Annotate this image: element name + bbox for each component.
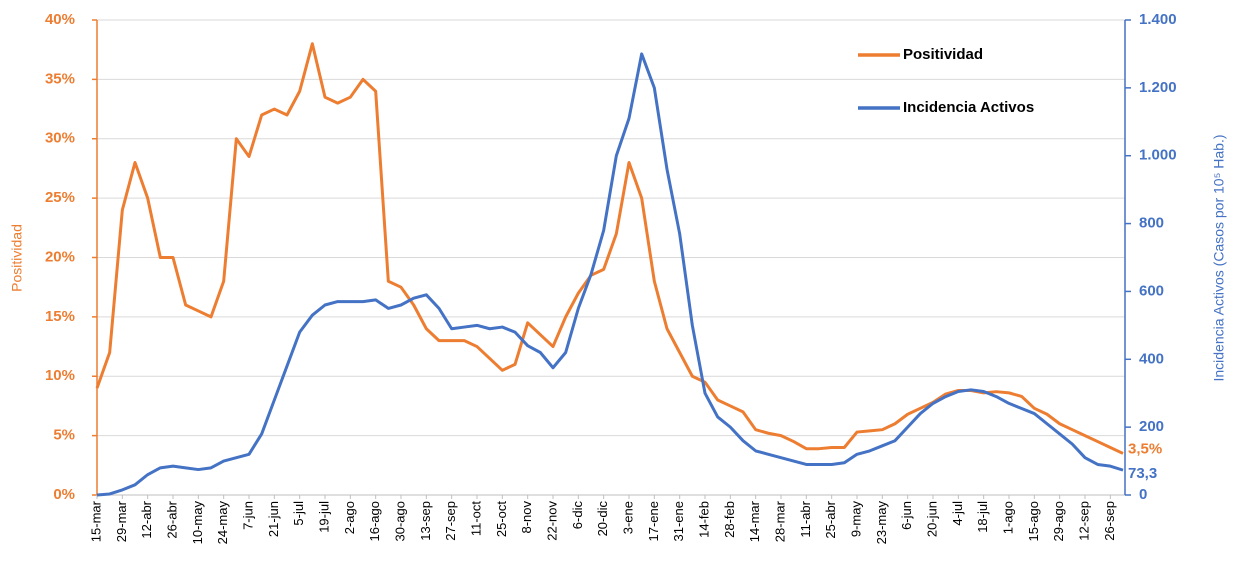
- y-tick-label: 35%: [45, 70, 75, 87]
- y-axis-title: Positividad: [9, 224, 25, 292]
- x-tick-label: 3-ene: [620, 501, 635, 534]
- y-tick-label: 30%: [45, 130, 75, 147]
- x-tick-label: 13-sep: [418, 501, 433, 541]
- x-tick-label: 23-may: [874, 501, 889, 545]
- y-tick-label: 0%: [53, 486, 75, 503]
- x-tick-label: 25-abr: [823, 500, 838, 538]
- x-tick-label: 6-jun: [899, 501, 914, 530]
- y-tick-label: 15%: [45, 308, 75, 325]
- x-tick-label: 25-oct: [494, 501, 509, 538]
- value-label: 73,3: [1128, 465, 1157, 482]
- x-tick-label: 14-mar: [747, 500, 762, 542]
- x-tick-label: 19-jul: [316, 501, 331, 533]
- x-tick-label: 12-sep: [1076, 501, 1091, 541]
- x-tick-label: 11-abr: [798, 500, 813, 537]
- y2-tick-label: 1.400: [1139, 11, 1177, 28]
- y2-tick-label: 800: [1139, 215, 1164, 232]
- x-tick-label: 2-ago: [342, 501, 357, 534]
- x-tick-label: 8-nov: [519, 501, 534, 534]
- x-tick-label: 10-may: [190, 501, 205, 545]
- x-tick-label: 29-mar: [114, 500, 129, 542]
- x-tick-label: 1-ago: [1000, 501, 1015, 534]
- y2-tick-label: 600: [1139, 282, 1164, 299]
- y-tick-label: 10%: [45, 367, 75, 384]
- x-tick-label: 22-nov: [544, 501, 559, 541]
- y2-tick-label: 1.000: [1139, 147, 1177, 164]
- y2-tick-label: 400: [1139, 350, 1164, 367]
- legend-label: Positividad: [903, 46, 983, 63]
- y2-tick-label: 1.200: [1139, 79, 1177, 96]
- y-tick-label: 20%: [45, 248, 75, 265]
- x-tick-label: 15-mar: [88, 500, 103, 542]
- x-tick-label: 28-mar: [772, 500, 787, 542]
- x-tick-label: 24-may: [215, 501, 230, 545]
- x-tick-label: 20-dic: [595, 501, 610, 537]
- y2-tick-label: 0: [1139, 486, 1147, 503]
- x-tick-label: 26-abr: [164, 500, 179, 538]
- series-line: [96, 52, 1124, 497]
- x-tick-label: 30-ago: [392, 501, 407, 541]
- x-tick-label: 20-jun: [924, 501, 939, 537]
- y2-axis-title: Incidencia Activos (Casos por 10⁵ Hab.): [1211, 134, 1227, 381]
- value-label: 3,5%: [1128, 440, 1162, 457]
- x-tick-label: 16-ago: [367, 501, 382, 541]
- x-tick-label: 29-ago: [1051, 501, 1066, 541]
- x-tick-label: 15-ago: [1026, 501, 1041, 541]
- x-tick-label: 21-jun: [266, 501, 281, 537]
- x-tick-label: 6-dic: [570, 501, 585, 530]
- x-tick-label: 18-jul: [975, 501, 990, 533]
- x-tick-label: 9-may: [848, 501, 863, 538]
- x-tick-label: 11-oct: [468, 501, 483, 537]
- y-tick-label: 40%: [45, 11, 75, 28]
- y-tick-label: 25%: [45, 189, 75, 206]
- x-tick-label: 31-ene: [671, 501, 686, 541]
- y-tick-label: 5%: [53, 427, 75, 444]
- legend-label: Incidencia Activos: [903, 99, 1034, 116]
- x-tick-label: 27-sep: [443, 501, 458, 541]
- series-line: [95, 42, 1124, 455]
- x-tick-label: 7-jun: [240, 501, 255, 530]
- x-tick-label: 17-ene: [646, 501, 661, 541]
- y2-tick-label: 200: [1139, 418, 1164, 435]
- x-tick-label: 5-jul: [291, 501, 306, 526]
- x-tick-label: 28-feb: [722, 501, 737, 538]
- x-tick-label: 26-sep: [1102, 501, 1117, 541]
- x-tick-label: 12-abr: [139, 500, 154, 538]
- x-tick-label: 14-feb: [696, 501, 711, 538]
- x-tick-label: 4-jul: [950, 501, 965, 526]
